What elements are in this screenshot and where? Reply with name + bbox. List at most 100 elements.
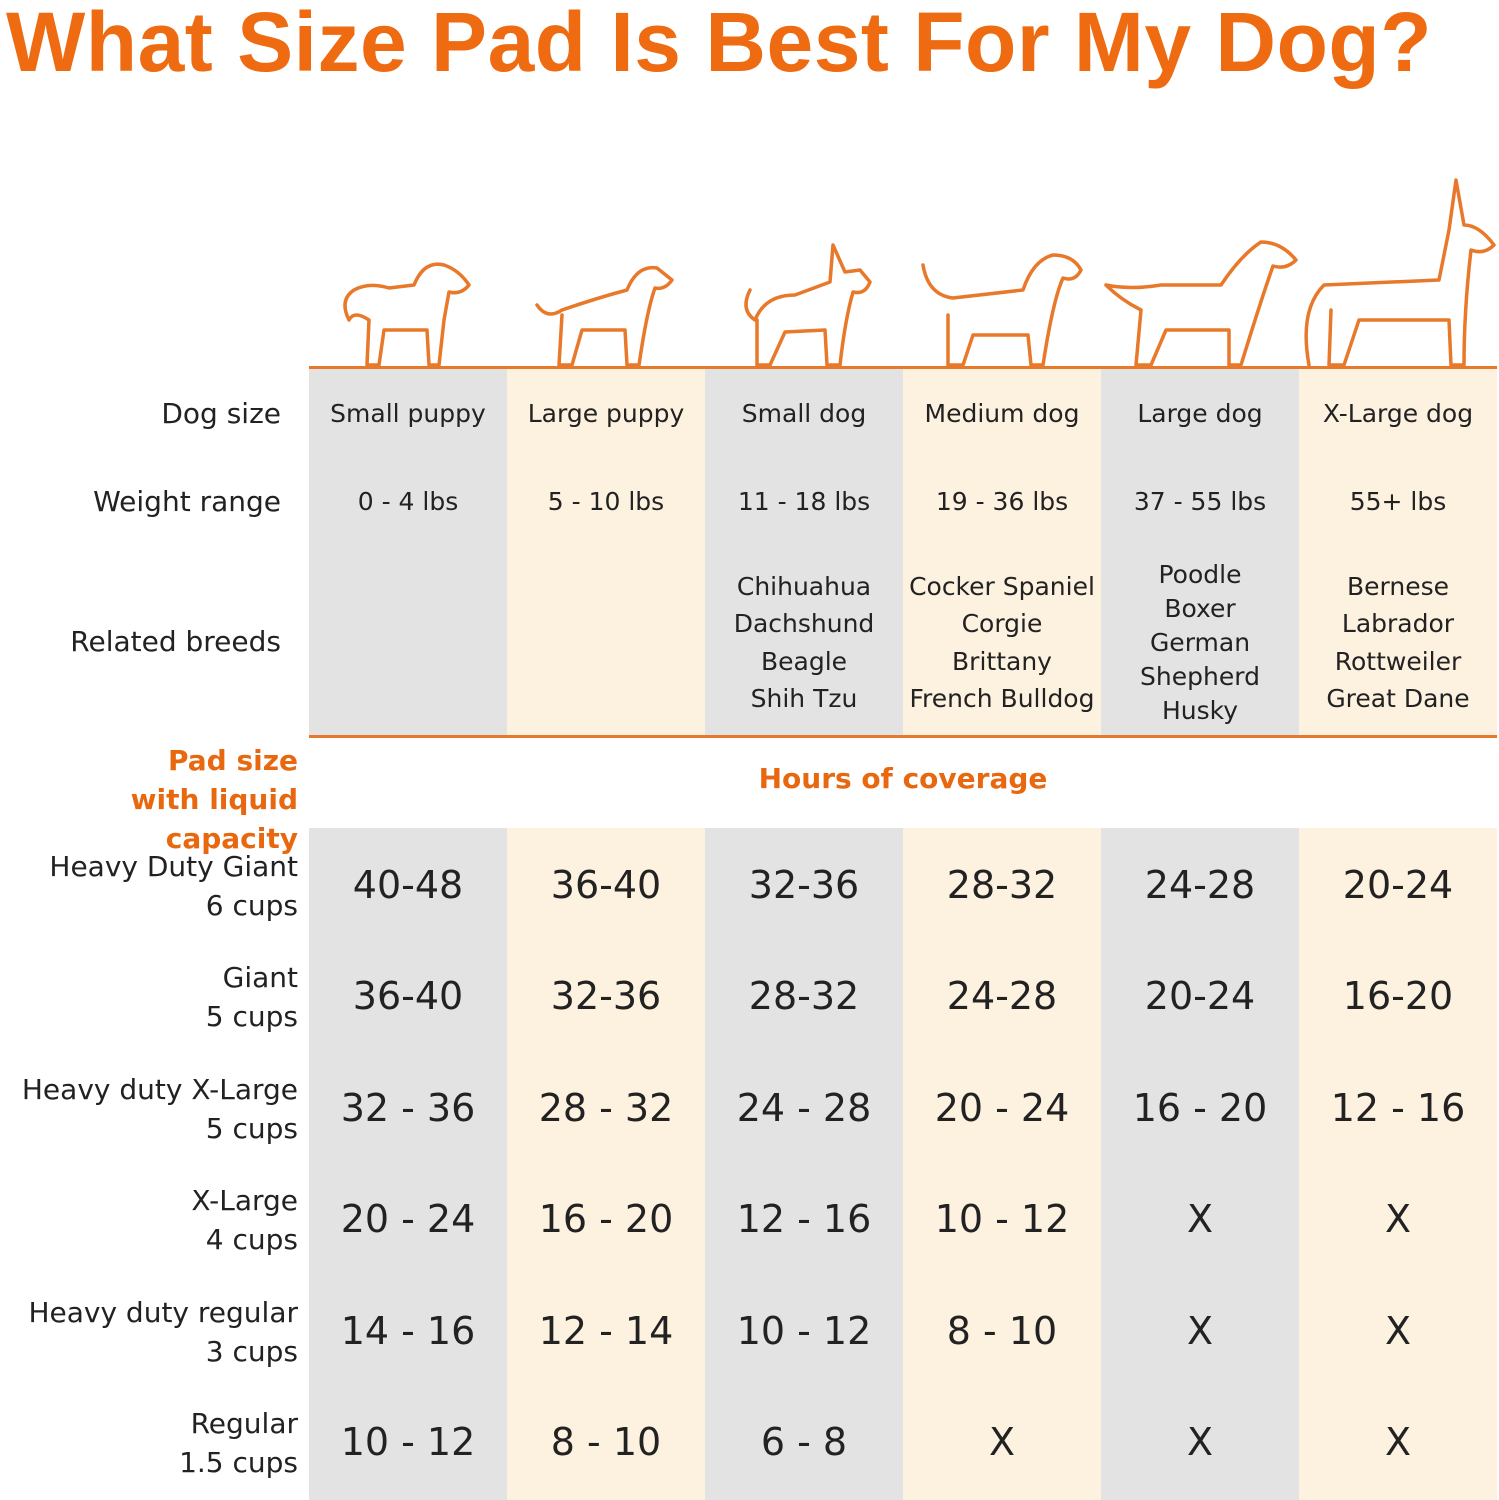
hours-cell: 28 - 32 — [538, 1085, 674, 1130]
pad-size-label: Heavy Duty Giant 6 cups — [49, 847, 298, 925]
hours-cell: 36-40 — [352, 974, 464, 1019]
column-background-2 — [705, 368, 903, 736]
breed-name: Boxer — [1164, 593, 1236, 623]
hours-cell: X — [1384, 1308, 1412, 1353]
breed-name: Brittany — [952, 646, 1052, 676]
weight-range-cell: 11 - 18 lbs — [737, 486, 871, 516]
hours-cell: 12 - 16 — [1330, 1085, 1466, 1130]
hours-cell: 20-24 — [1144, 974, 1256, 1019]
pad-size-label: Giant 5 cups — [206, 958, 298, 1036]
column-background-hours-4 — [1101, 828, 1299, 1500]
pad-capacity: 1.5 cups — [179, 1446, 298, 1479]
breed-name: Great Dane — [1326, 684, 1470, 713]
dog-size-cell: Small dog — [741, 398, 867, 428]
column-background-hours-5 — [1299, 828, 1497, 1500]
breed-name: Dachshund — [733, 609, 875, 638]
dog-size-cell: Medium dog — [924, 398, 1080, 428]
breed-name: Shepherd — [1140, 661, 1260, 691]
hours-cell: 16 - 20 — [538, 1197, 674, 1242]
pad-name: Heavy duty regular — [28, 1295, 298, 1329]
row-label-related-breeds: Related breeds — [70, 625, 281, 658]
column-background-4 — [1101, 368, 1299, 736]
pad-capacity: 3 cups — [205, 1334, 298, 1368]
pad-size-header: Pad size with liquid capacity — [0, 741, 298, 858]
column-background-hours-3 — [903, 828, 1101, 1500]
breed-name: Rottweiler — [1334, 646, 1462, 676]
hours-of-coverage-header: Hours of coverage — [758, 762, 1048, 795]
small-dog-icon — [744, 243, 872, 367]
large-dog-icon — [1104, 240, 1298, 367]
hours-cell: 32-36 — [748, 863, 860, 907]
pad-size-label: Heavy duty X-Large 5 cups — [22, 1070, 298, 1148]
hours-cell: 10 - 12 — [934, 1197, 1070, 1242]
breed-name: Labrador — [1341, 609, 1455, 638]
divider-middle — [309, 735, 1497, 738]
hours-cell: X — [1384, 1420, 1412, 1464]
hours-cell: 6 - 8 — [760, 1420, 848, 1464]
dog-size-cell: Large dog — [1137, 398, 1263, 428]
hours-cell: 8 - 10 — [550, 1420, 662, 1464]
large-puppy-icon — [535, 265, 674, 367]
weight-range-cell: 37 - 55 lbs — [1133, 486, 1267, 516]
breed-name: Beagle — [760, 646, 848, 676]
breed-name: French Bulldog — [909, 684, 1095, 713]
weight-range-cell: 5 - 10 lbs — [547, 486, 665, 516]
column-background-hours-2 — [705, 828, 903, 1500]
hours-cell: X — [1186, 1420, 1214, 1464]
hours-cell: 12 - 16 — [736, 1197, 872, 1242]
page-title: What Size Pad Is Best For My Dog? — [6, 0, 1433, 89]
hours-cell: 24-28 — [1144, 863, 1256, 907]
hours-cell: 20 - 24 — [340, 1197, 476, 1242]
related-breeds-cell — [309, 550, 507, 735]
pad-size-header-line1: Pad size — [167, 744, 298, 777]
hours-cell: X — [1186, 1308, 1214, 1353]
hours-cell: 32-36 — [550, 974, 662, 1019]
hours-cell: X — [1384, 1197, 1412, 1242]
weight-range-cell: 55+ lbs — [1349, 486, 1447, 516]
pad-size-label: X-Large 4 cups — [191, 1181, 298, 1259]
hours-cell: 20-24 — [1342, 863, 1454, 907]
related-breeds-cell: Bernese Labrador Rottweiler Great Dane — [1299, 550, 1497, 735]
pad-capacity: 6 cups — [205, 889, 298, 922]
related-breeds-cell: Cocker Spaniel Corgie Brittany French Bulld… — [903, 550, 1101, 735]
pad-name: Heavy Duty Giant — [49, 850, 298, 883]
column-background-1 — [507, 368, 705, 736]
pad-name: Heavy duty X-Large — [21, 1072, 298, 1106]
hours-cell: 32 - 36 — [340, 1085, 476, 1130]
hours-cell: 10 - 12 — [340, 1420, 476, 1464]
hours-cell: 12 - 14 — [538, 1308, 674, 1353]
pad-size-label: Heavy duty regular 3 cups — [28, 1293, 298, 1371]
hours-cell: 28-32 — [946, 863, 1058, 907]
pad-capacity: 5 cups — [205, 1000, 298, 1034]
weight-range-cell: 0 - 4 lbs — [357, 486, 459, 516]
hours-cell: 14 - 16 — [340, 1308, 476, 1353]
column-background-0 — [309, 368, 507, 736]
pad-size-label: Regular 1.5 cups — [179, 1404, 298, 1482]
weight-range-cell: 19 - 36 lbs — [935, 486, 1069, 516]
hours-cell: 24-28 — [946, 974, 1058, 1019]
column-background-hours-1 — [507, 828, 705, 1500]
hours-cell: 8 - 10 — [946, 1308, 1058, 1353]
small-puppy-icon — [343, 262, 471, 367]
hours-cell: 36-40 — [550, 863, 662, 907]
breed-name: Poodle — [1158, 559, 1242, 589]
breed-name: Corgie — [961, 609, 1043, 638]
hours-cell: 28-32 — [748, 974, 860, 1019]
row-label-weight-range: Weight range — [93, 485, 281, 518]
hours-cell: X — [1186, 1197, 1214, 1242]
breed-name: Husky — [1161, 695, 1239, 725]
pad-name: Regular — [190, 1407, 298, 1440]
column-background-5 — [1299, 368, 1497, 736]
hours-cell: 20 - 24 — [934, 1085, 1070, 1130]
medium-dog-icon — [921, 253, 1083, 367]
related-breeds-cell: Chihuahua Dachshund Beagle Shih Tzu — [705, 550, 903, 735]
column-background-3 — [903, 368, 1101, 736]
related-breeds-cell: Poodle Boxer German Shepherd Husky — [1101, 550, 1299, 735]
divider-top — [309, 366, 1497, 369]
hours-cell: 40-48 — [352, 863, 464, 907]
breed-name: Shih Tzu — [750, 684, 858, 713]
hours-cell: 24 - 28 — [736, 1085, 872, 1130]
breed-name: Chihuahua — [736, 571, 872, 601]
column-background-hours-0 — [309, 828, 507, 1500]
pad-size-header-line2: with liquid capacity — [130, 783, 298, 855]
